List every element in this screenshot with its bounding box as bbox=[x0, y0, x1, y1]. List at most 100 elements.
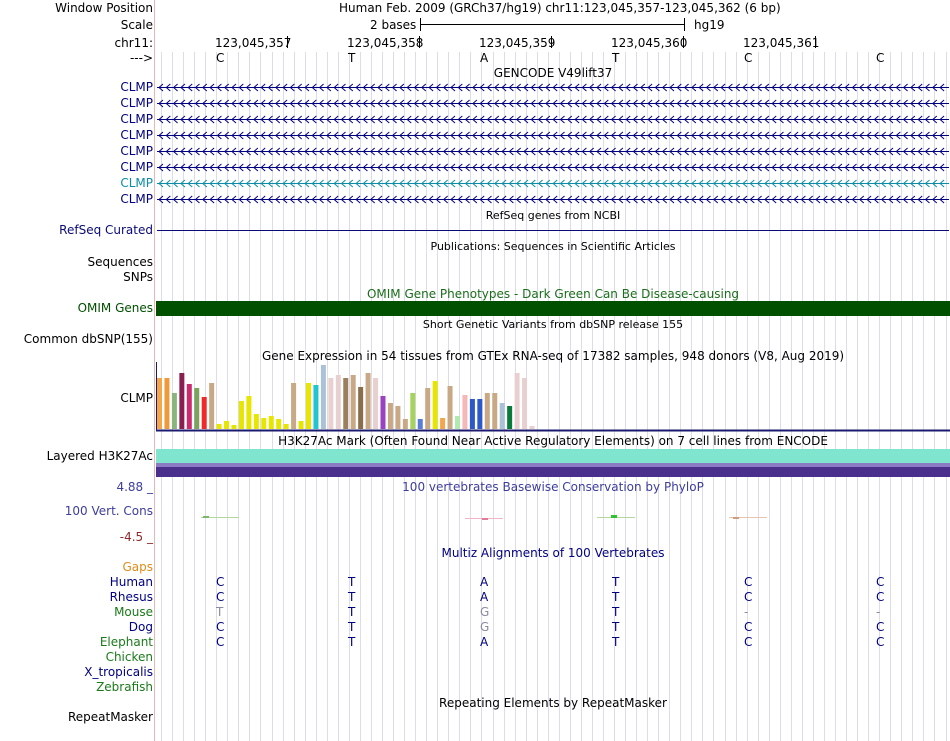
gtex-tissue-bar[interactable] bbox=[529, 426, 535, 429]
gencode-title[interactable]: GENCODE V49lift37 bbox=[493, 66, 613, 80]
species-label[interactable]: X_tropicalis bbox=[84, 665, 153, 679]
gtex-tissue-bar[interactable] bbox=[469, 399, 475, 429]
gtex-tissue-bar[interactable] bbox=[164, 378, 170, 429]
gtex-tissue-bar[interactable] bbox=[380, 396, 386, 429]
dbsnp-label[interactable]: Common dbSNP(155) bbox=[23, 332, 153, 346]
h3k27ac-label[interactable]: Layered H3K27Ac bbox=[46, 449, 153, 463]
gtex-tissue-bar[interactable] bbox=[417, 419, 423, 429]
gtex-tissue-bar[interactable] bbox=[410, 393, 416, 429]
gtex-tissue-bar[interactable] bbox=[484, 393, 490, 429]
gtex-tissue-bar[interactable] bbox=[514, 373, 520, 429]
gtex-tissue-bar[interactable] bbox=[477, 399, 483, 429]
phylop-title[interactable]: 100 vertebrates Basewise Conservation by… bbox=[402, 480, 704, 494]
species-label[interactable]: Rhesus bbox=[109, 590, 153, 604]
h3k27ac-title[interactable]: H3K27Ac Mark (Often Found Near Active Re… bbox=[278, 434, 828, 448]
gtex-tissue-bar[interactable] bbox=[343, 378, 349, 429]
gene-label[interactable]: CLMP bbox=[120, 176, 153, 190]
gtex-tissue-bar[interactable] bbox=[328, 378, 334, 429]
species-label[interactable]: Zebrafish bbox=[96, 680, 153, 694]
gtex-tissue-bar[interactable] bbox=[291, 383, 297, 429]
gene-model[interactable] bbox=[157, 163, 949, 172]
gtex-tissue-bar[interactable] bbox=[432, 381, 438, 429]
gene-label[interactable]: CLMP bbox=[120, 112, 153, 126]
gtex-title[interactable]: Gene Expression in 54 tissues from GTEx … bbox=[261, 349, 845, 363]
publications-title[interactable]: Publications: Sequences in Scientific Ar… bbox=[430, 240, 676, 253]
gtex-tissue-bar[interactable] bbox=[440, 418, 446, 429]
species-label[interactable]: Chicken bbox=[105, 650, 153, 664]
gtex-tissue-bar[interactable] bbox=[253, 414, 259, 429]
gene-model[interactable] bbox=[157, 115, 949, 124]
gene-label[interactable]: CLMP bbox=[120, 80, 153, 94]
species-label[interactable]: Mouse bbox=[114, 605, 153, 619]
gtex-tissue-bar[interactable] bbox=[425, 388, 431, 429]
gene-model[interactable] bbox=[157, 179, 949, 188]
gene-label[interactable]: CLMP bbox=[120, 192, 153, 206]
gene-label[interactable]: CLMP bbox=[120, 128, 153, 142]
gtex-tissue-bar[interactable] bbox=[373, 378, 379, 429]
gtex-tissue-bar[interactable] bbox=[306, 383, 311, 429]
gtex-tissue-bar[interactable] bbox=[261, 418, 267, 429]
gtex-tissue-bar[interactable] bbox=[387, 403, 393, 429]
gtex-tissue-bar[interactable] bbox=[320, 365, 326, 429]
gtex-tissue-bar[interactable] bbox=[447, 386, 453, 429]
snps-label[interactable]: SNPs bbox=[123, 270, 153, 284]
gene-model[interactable] bbox=[157, 195, 949, 204]
dbsnp-title[interactable]: Short Genetic Variants from dbSNP releas… bbox=[422, 318, 684, 331]
omim-title[interactable]: OMIM Gene Phenotypes - Dark Green Can Be… bbox=[366, 287, 740, 301]
gene-model[interactable] bbox=[157, 83, 949, 92]
h3k27ac-layer-1[interactable] bbox=[156, 449, 950, 463]
gene-label[interactable]: CLMP bbox=[120, 144, 153, 158]
gene-model[interactable] bbox=[157, 99, 949, 108]
multiz-title[interactable]: Multiz Alignments of 100 Vertebrates bbox=[441, 546, 665, 560]
gtex-tissue-bar[interactable] bbox=[499, 403, 505, 429]
gtex-tissue-bar[interactable] bbox=[283, 424, 289, 429]
gtex-tissue-bar[interactable] bbox=[402, 419, 408, 429]
gtex-tissue-bar[interactable] bbox=[313, 385, 319, 429]
omim-gene-bar[interactable] bbox=[156, 301, 950, 316]
repeatmasker-label[interactable]: RepeatMasker bbox=[67, 710, 153, 724]
species-label[interactable]: Dog bbox=[128, 620, 153, 634]
gene-model[interactable] bbox=[157, 147, 949, 156]
gtex-tissue-bar[interactable] bbox=[171, 393, 177, 429]
gtex-tissue-bar[interactable] bbox=[365, 373, 371, 429]
species-label[interactable]: Elephant bbox=[99, 635, 153, 649]
gtex-tissue-bar[interactable] bbox=[462, 395, 468, 429]
gene-label[interactable]: CLMP bbox=[120, 160, 153, 174]
gtex-tissue-bar[interactable] bbox=[224, 421, 230, 429]
refseq-gene-line[interactable] bbox=[157, 230, 949, 231]
gene-model[interactable] bbox=[157, 131, 949, 140]
gtex-expression-chart[interactable] bbox=[156, 362, 950, 432]
gtex-tissue-bar[interactable] bbox=[395, 406, 401, 429]
repeatmasker-title[interactable]: Repeating Elements by RepeatMasker bbox=[439, 696, 667, 710]
gtex-tissue-bar[interactable] bbox=[358, 387, 364, 429]
gtex-tissue-bar[interactable] bbox=[186, 384, 192, 429]
gtex-tissue-bar[interactable] bbox=[246, 396, 252, 429]
gtex-tissue-bar[interactable] bbox=[231, 425, 237, 429]
refseq-title[interactable]: RefSeq genes from NCBI bbox=[485, 209, 621, 222]
gtex-tissue-bar[interactable] bbox=[157, 378, 162, 429]
gene-label[interactable]: CLMP bbox=[120, 96, 153, 110]
h3k27ac-layer-3[interactable] bbox=[156, 467, 950, 477]
gtex-tissue-bar[interactable] bbox=[238, 401, 244, 429]
species-label[interactable]: Human bbox=[109, 575, 153, 589]
gtex-tissue-bar[interactable] bbox=[276, 419, 282, 429]
gtex-tissue-bar[interactable] bbox=[492, 393, 498, 429]
gtex-tissue-bar[interactable] bbox=[350, 375, 356, 429]
gtex-label[interactable]: CLMP bbox=[120, 391, 153, 405]
gtex-tissue-bar[interactable] bbox=[455, 416, 460, 429]
gtex-tissue-bar[interactable] bbox=[522, 378, 528, 429]
gtex-tissue-bar[interactable] bbox=[335, 375, 341, 429]
sequences-label[interactable]: Sequences bbox=[87, 255, 153, 269]
gtex-tissue-bar[interactable] bbox=[298, 421, 304, 429]
gtex-tissue-bar[interactable] bbox=[179, 373, 185, 429]
gtex-tissue-bar[interactable] bbox=[194, 388, 200, 429]
gtex-tissue-bar[interactable] bbox=[201, 397, 207, 429]
gtex-tissue-bar[interactable] bbox=[209, 383, 215, 429]
refseq-label[interactable]: RefSeq Curated bbox=[59, 223, 153, 237]
gtex-tissue-bar[interactable] bbox=[216, 424, 222, 429]
phylop-label[interactable]: 100 Vert. Cons bbox=[64, 504, 153, 518]
omim-label[interactable]: OMIM Genes bbox=[77, 301, 153, 315]
gtex-tissue-bar[interactable] bbox=[268, 416, 274, 429]
gaps-label[interactable]: Gaps bbox=[122, 560, 153, 574]
h3k27ac-layer-2[interactable] bbox=[156, 463, 950, 467]
